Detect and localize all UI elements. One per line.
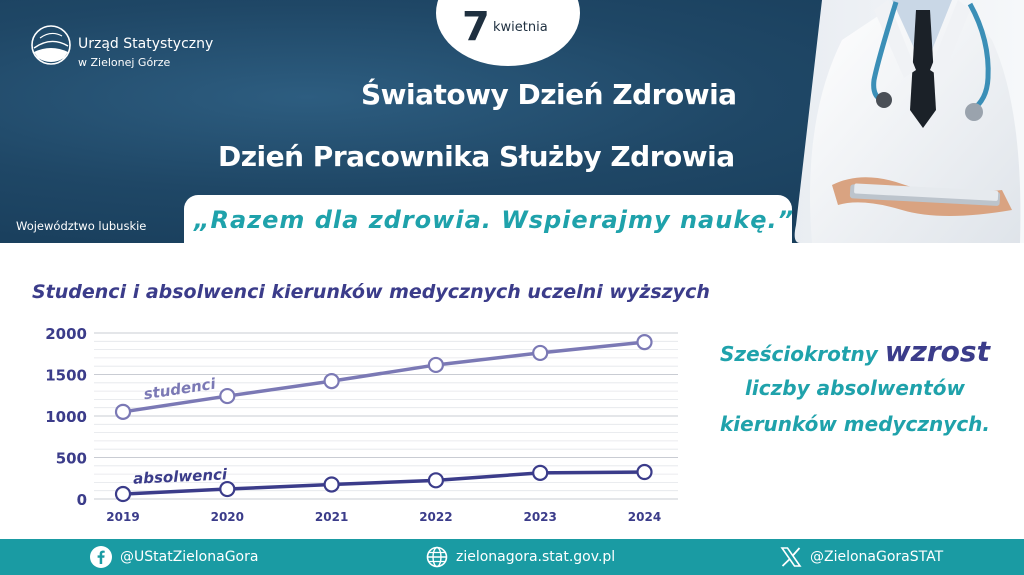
logo-name: Urząd Statystyczny [78, 36, 214, 52]
facebook-link[interactable]: @UStatZielonaGora [90, 539, 258, 575]
series-line-absolwenci [122, 470, 645, 496]
facebook-handle: @UStatZielonaGora [120, 549, 259, 565]
facebook-icon [90, 546, 112, 568]
y-tick-label: 2000 [45, 325, 87, 343]
y-tick-label: 0 [77, 491, 87, 509]
data-point-studenci [636, 334, 653, 351]
data-point-studenci [427, 356, 444, 374]
slogan: „Razem dla zdrowia. Wspierajmy naukę.” [194, 206, 795, 234]
chart-grid [94, 332, 678, 500]
globe-icon [426, 546, 448, 568]
data-point-absolwenci [219, 480, 236, 498]
x-tick-label: 2023 [523, 510, 556, 524]
x-link[interactable]: @ZielonaGoraSTAT [780, 539, 943, 575]
data-point-studenci [219, 387, 236, 405]
website-url: zielonagora.stat.gov.pl [456, 549, 616, 565]
note-line-2: liczby absolwentów [745, 376, 965, 400]
doctor-photo [794, 0, 1024, 243]
data-point-studenci [114, 403, 132, 420]
growth-note: Sześciokrotny wzrost liczby absolwentów … [705, 338, 1005, 450]
slogan-box [184, 195, 792, 243]
y-tick-label: 1000 [45, 408, 87, 426]
data-point-absolwenci [532, 464, 549, 481]
x-axis: 2019 2020 2021 2022 2023 2024 [106, 510, 661, 524]
date-day: 7 [462, 4, 490, 50]
data-point-studenci [323, 373, 340, 390]
website-link[interactable]: zielonagora.stat.gov.pl [426, 539, 615, 575]
data-point-absolwenci [114, 485, 132, 503]
header-banner: Urząd Statystyczny w Zielonej Górze 7 kw… [0, 0, 1024, 243]
data-point-studenci [532, 344, 549, 362]
y-axis: 0 500 1000 1500 2000 [45, 325, 87, 509]
x-tick-label: 2020 [211, 510, 244, 524]
data-point-absolwenci [427, 472, 444, 489]
note-line-1: Sześciokrotny wzrost [705, 338, 1005, 378]
logo-icon [31, 25, 71, 65]
x-tick-label: 2021 [315, 510, 348, 524]
title-world-health-day: Światowy Dzień Zdrowia [361, 78, 737, 111]
x-handle: @ZielonaGoraSTAT [810, 549, 944, 565]
x-icon [780, 547, 802, 567]
y-tick-label: 1500 [45, 367, 87, 385]
series-line-studenci [122, 340, 645, 414]
x-tick-label: 2019 [106, 510, 139, 524]
title-health-worker-day: Dzień Pracownika Służby Zdrowia [218, 140, 735, 173]
x-tick-label: 2022 [419, 510, 452, 524]
x-tick-label: 2024 [628, 510, 661, 524]
region-label: Województwo lubuskie [16, 219, 147, 233]
series-label-absolwenci: absolwenci [133, 465, 229, 488]
date-month: kwietnia [493, 20, 548, 35]
logo-subname: w Zielonej Górze [78, 56, 171, 69]
data-point-absolwenci [636, 463, 653, 481]
chart-title: Studenci i absolwenci kierunków medyczny… [32, 281, 710, 303]
line-chart: 0 500 1000 1500 2000 2019 2020 2021 2022 2023 202… [45, 325, 678, 524]
note-line-3: kierunków medycznych. [719, 412, 991, 436]
note-text: Sześciokrotny [720, 342, 885, 366]
footer: @UStatZielonaGora zielonagora.stat.gov.p… [0, 539, 1024, 575]
note-accent: wzrost [884, 335, 990, 368]
y-tick-label: 500 [56, 450, 87, 468]
data-point-absolwenci [323, 476, 340, 493]
